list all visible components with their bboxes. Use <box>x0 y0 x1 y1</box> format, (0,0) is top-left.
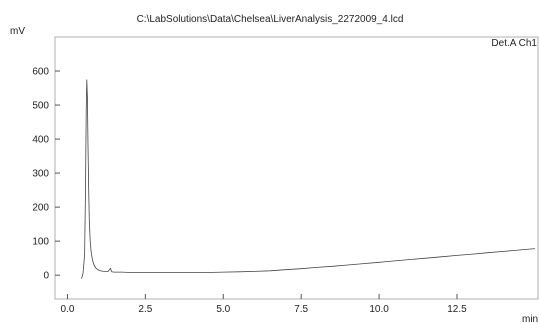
y-tick-label: 0 <box>43 271 49 282</box>
plot-frame <box>54 36 539 300</box>
x-tick-label: 2.5 <box>138 304 152 315</box>
y-tick-label: 200 <box>32 203 49 214</box>
y-tick-label: 400 <box>32 135 49 146</box>
chart-title: C:\LabSolutions\Data\Chelsea\LiverAnalys… <box>137 14 404 25</box>
x-tick-label: 12.5 <box>447 304 467 315</box>
legend-series-name: Det.A Ch1 <box>491 38 537 49</box>
series-line <box>81 79 535 279</box>
series-layer <box>81 79 535 279</box>
y-tick-label: 600 <box>32 67 49 78</box>
y-tick-label: 500 <box>32 101 49 112</box>
x-tick-label: 5.0 <box>216 304 230 315</box>
x-tick-label: 0.0 <box>61 304 75 315</box>
y-axis-label: mV <box>10 26 25 37</box>
y-axis-ticks: 0 100 200 300 400 500 600 <box>32 67 60 282</box>
y-tick-label: 100 <box>32 237 49 248</box>
x-axis-label: min <box>522 314 538 323</box>
x-axis-ticks: 0.0 2.5 5.0 7.5 10.0 12.5 <box>61 294 467 315</box>
x-tick-label: 10.0 <box>369 304 389 315</box>
x-tick-label: 7.5 <box>294 304 308 315</box>
y-tick-label: 300 <box>32 169 49 180</box>
